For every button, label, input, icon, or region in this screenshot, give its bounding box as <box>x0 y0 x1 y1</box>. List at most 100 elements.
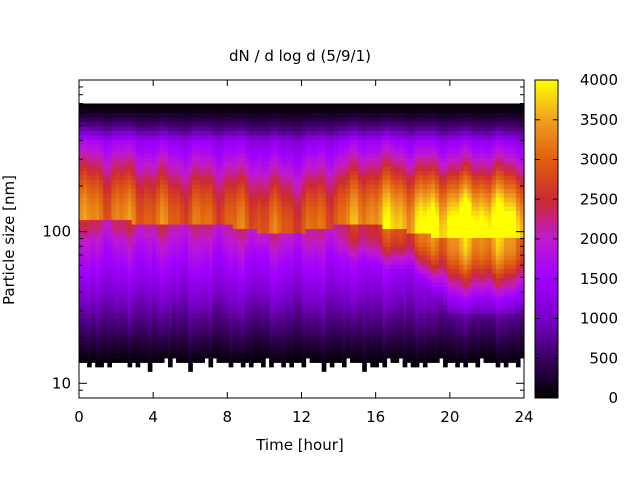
heatmap-cell <box>293 313 299 319</box>
heatmap-cell <box>309 268 315 274</box>
heatmap-cell <box>269 210 274 216</box>
heatmap-cell <box>208 170 214 176</box>
heatmap-cell <box>103 322 108 328</box>
heatmap-cell <box>232 143 238 149</box>
heatmap-cell <box>329 281 335 288</box>
heatmap-cell <box>257 192 262 198</box>
heatmap-cell <box>390 219 396 225</box>
heatmap-cell <box>257 232 262 238</box>
heatmap-cell <box>406 188 412 194</box>
heatmap-cell <box>329 192 335 198</box>
heatmap-cell <box>313 148 319 154</box>
heatmap-cell <box>362 317 367 323</box>
heatmap-cell <box>341 170 347 176</box>
heatmap-cell <box>228 107 234 114</box>
heatmap-cell <box>147 197 153 203</box>
heatmap-cell <box>139 237 145 243</box>
heatmap-cell <box>91 161 96 167</box>
heatmap-cell <box>277 255 282 261</box>
heatmap-cell <box>386 219 392 225</box>
heatmap-cell <box>289 259 295 265</box>
heatmap-cell <box>293 326 299 332</box>
heatmap-cell <box>168 192 173 198</box>
heatmap-cell <box>398 143 404 149</box>
heatmap-cell <box>390 339 396 346</box>
heatmap-cell <box>362 219 367 225</box>
heatmap-cell <box>398 281 404 288</box>
heatmap-cell <box>184 223 189 230</box>
heatmap-cell <box>317 241 323 247</box>
heatmap-cell <box>346 188 351 194</box>
heatmap-cell <box>346 326 351 332</box>
heatmap-cell <box>321 183 327 189</box>
heatmap-cell <box>163 183 169 189</box>
heatmap-cell <box>139 326 145 332</box>
heatmap-cell <box>115 339 121 346</box>
heatmap-cell <box>422 339 428 346</box>
heatmap-cell <box>139 183 145 189</box>
heatmap-cell <box>358 130 363 136</box>
heatmap-cell <box>216 317 222 323</box>
heatmap-cell <box>341 259 347 265</box>
heatmap-cell <box>176 339 181 346</box>
heatmap-cell <box>232 107 238 114</box>
heatmap-cell <box>196 116 201 122</box>
heatmap-cell <box>301 304 307 310</box>
heatmap-cell <box>289 286 295 292</box>
heatmap-cell <box>83 246 88 252</box>
heatmap-cell <box>374 250 379 256</box>
heatmap-cell <box>418 139 424 145</box>
heatmap-cell <box>240 322 246 328</box>
heatmap-cell <box>350 170 355 176</box>
heatmap-cell <box>277 237 282 243</box>
heatmap-cell <box>386 255 392 261</box>
heatmap-cell <box>212 107 218 114</box>
heatmap-cell <box>103 215 108 221</box>
heatmap-cell <box>285 255 290 261</box>
heatmap-cell <box>159 170 165 176</box>
heatmap-cell <box>139 157 145 163</box>
heatmap-cell <box>248 210 254 216</box>
heatmap-cell <box>309 241 315 247</box>
heatmap-cell <box>321 210 327 216</box>
heatmap-cell <box>163 157 169 163</box>
heatmap-cell <box>390 174 396 180</box>
heatmap-cell <box>321 308 327 314</box>
heatmap-cell <box>354 304 359 310</box>
heatmap-cell <box>252 112 258 118</box>
heatmap-cell <box>192 130 197 136</box>
heatmap-cell <box>192 228 197 234</box>
heatmap-cell <box>135 353 141 359</box>
heatmap-cell <box>168 165 173 172</box>
heatmap-cell <box>131 317 137 323</box>
heatmap-cell <box>196 125 201 131</box>
heatmap-cell <box>240 353 246 359</box>
heatmap-cell <box>228 174 234 180</box>
heatmap-cell <box>224 179 230 185</box>
heatmap-cell <box>200 286 206 292</box>
heatmap-cell <box>208 286 214 292</box>
heatmap-cell <box>418 206 424 212</box>
heatmap-cell <box>188 366 193 372</box>
heatmap-cell <box>370 130 375 136</box>
heatmap-cell <box>382 116 388 122</box>
heatmap-cell <box>228 259 234 265</box>
heatmap-cell <box>248 290 254 296</box>
heatmap-cell <box>305 116 311 122</box>
heatmap-cell <box>354 348 359 354</box>
heatmap-cell <box>139 313 145 319</box>
heatmap-cell <box>289 192 295 198</box>
heatmap-cell <box>232 206 238 212</box>
heatmap-cell <box>354 139 359 145</box>
heatmap-cell <box>188 335 193 341</box>
heatmap-cell <box>139 250 145 256</box>
heatmap-cell <box>370 264 375 270</box>
heatmap-cell <box>252 246 258 252</box>
heatmap-cell <box>119 295 125 301</box>
heatmap-cell <box>123 215 129 221</box>
heatmap-cell <box>418 219 424 225</box>
heatmap-cell <box>325 192 331 198</box>
heatmap-cell <box>95 152 100 158</box>
heatmap-cell <box>309 273 315 279</box>
heatmap-cell <box>196 210 201 216</box>
